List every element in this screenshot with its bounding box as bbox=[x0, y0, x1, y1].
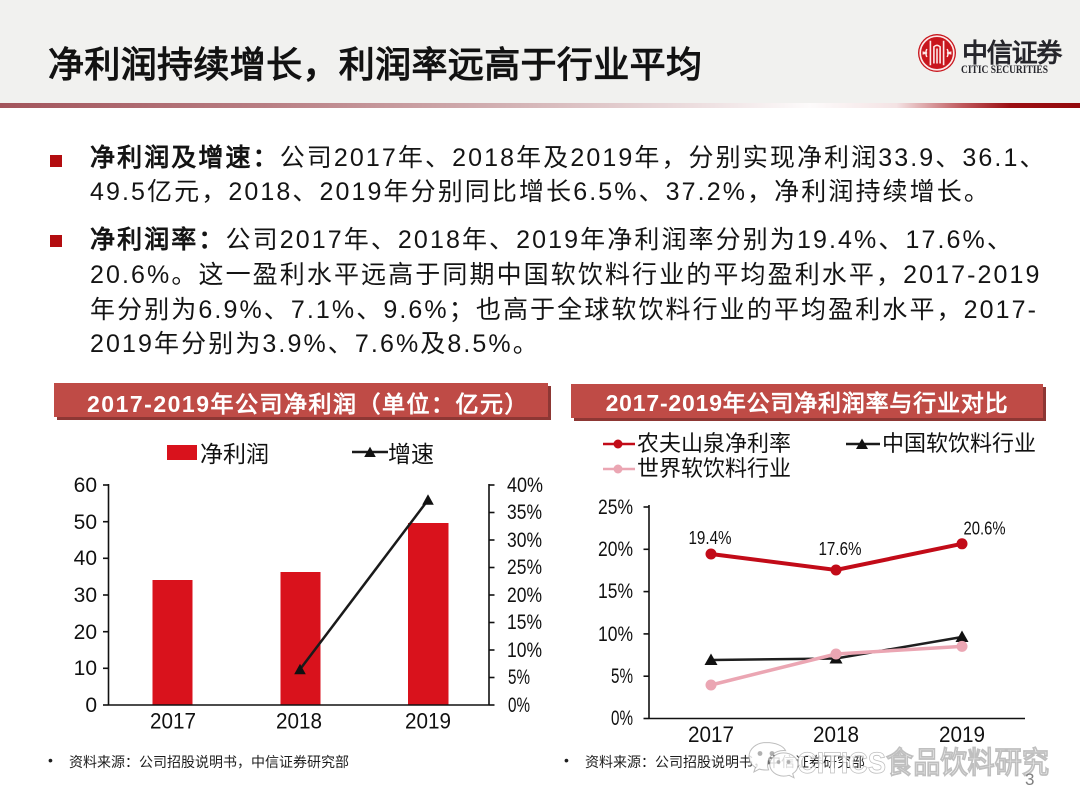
svg-text:17.6%: 17.6% bbox=[819, 539, 862, 559]
svg-text:0%: 0% bbox=[508, 694, 530, 717]
svg-text:40: 40 bbox=[74, 547, 97, 570]
svg-text:15%: 15% bbox=[507, 611, 542, 634]
svg-text:19.4%: 19.4% bbox=[689, 528, 732, 548]
svg-text:CITIC SECURITIES: CITIC SECURITIES bbox=[961, 62, 1048, 76]
svg-text:2017: 2017 bbox=[150, 709, 196, 734]
svg-text:40%: 40% bbox=[507, 474, 543, 497]
svg-text:农夫山泉净利率: 农夫山泉净利率 bbox=[637, 431, 791, 456]
svg-text:15%: 15% bbox=[598, 580, 633, 603]
svg-text:0: 0 bbox=[85, 694, 97, 717]
svg-text:10%: 10% bbox=[507, 639, 542, 662]
svg-text:30: 30 bbox=[74, 584, 97, 607]
svg-text:5%: 5% bbox=[508, 666, 530, 689]
svg-text:20: 20 bbox=[74, 621, 97, 644]
svg-text:50: 50 bbox=[74, 511, 97, 534]
svg-text:2018: 2018 bbox=[276, 709, 322, 734]
svg-text:增速: 增速 bbox=[388, 441, 434, 467]
svg-text:20%: 20% bbox=[598, 538, 633, 561]
svg-text:35%: 35% bbox=[507, 501, 542, 524]
svg-text:10: 10 bbox=[74, 657, 97, 680]
svg-text:20.6%: 20.6% bbox=[964, 519, 1006, 539]
svg-text:净利润: 净利润 bbox=[200, 441, 269, 467]
svg-text:30%: 30% bbox=[507, 529, 542, 552]
svg-text:2019: 2019 bbox=[939, 722, 985, 747]
svg-text:CITICS食品饮料研究: CITICS食品饮料研究 bbox=[797, 746, 1049, 780]
svg-text:2017: 2017 bbox=[688, 722, 734, 747]
svg-text:世界软饮料行业: 世界软饮料行业 bbox=[637, 456, 791, 481]
svg-text:10%: 10% bbox=[598, 623, 633, 646]
svg-text:5%: 5% bbox=[611, 665, 633, 688]
svg-text:60: 60 bbox=[74, 474, 97, 497]
svg-text:0%: 0% bbox=[611, 707, 633, 730]
svg-text:25%: 25% bbox=[507, 556, 542, 579]
svg-text:2018: 2018 bbox=[813, 722, 859, 747]
svg-text:2019: 2019 bbox=[405, 709, 451, 734]
svg-text:25%: 25% bbox=[598, 496, 633, 519]
svg-text:中国软饮料行业: 中国软饮料行业 bbox=[882, 431, 1036, 456]
svg-text:20%: 20% bbox=[507, 584, 542, 607]
